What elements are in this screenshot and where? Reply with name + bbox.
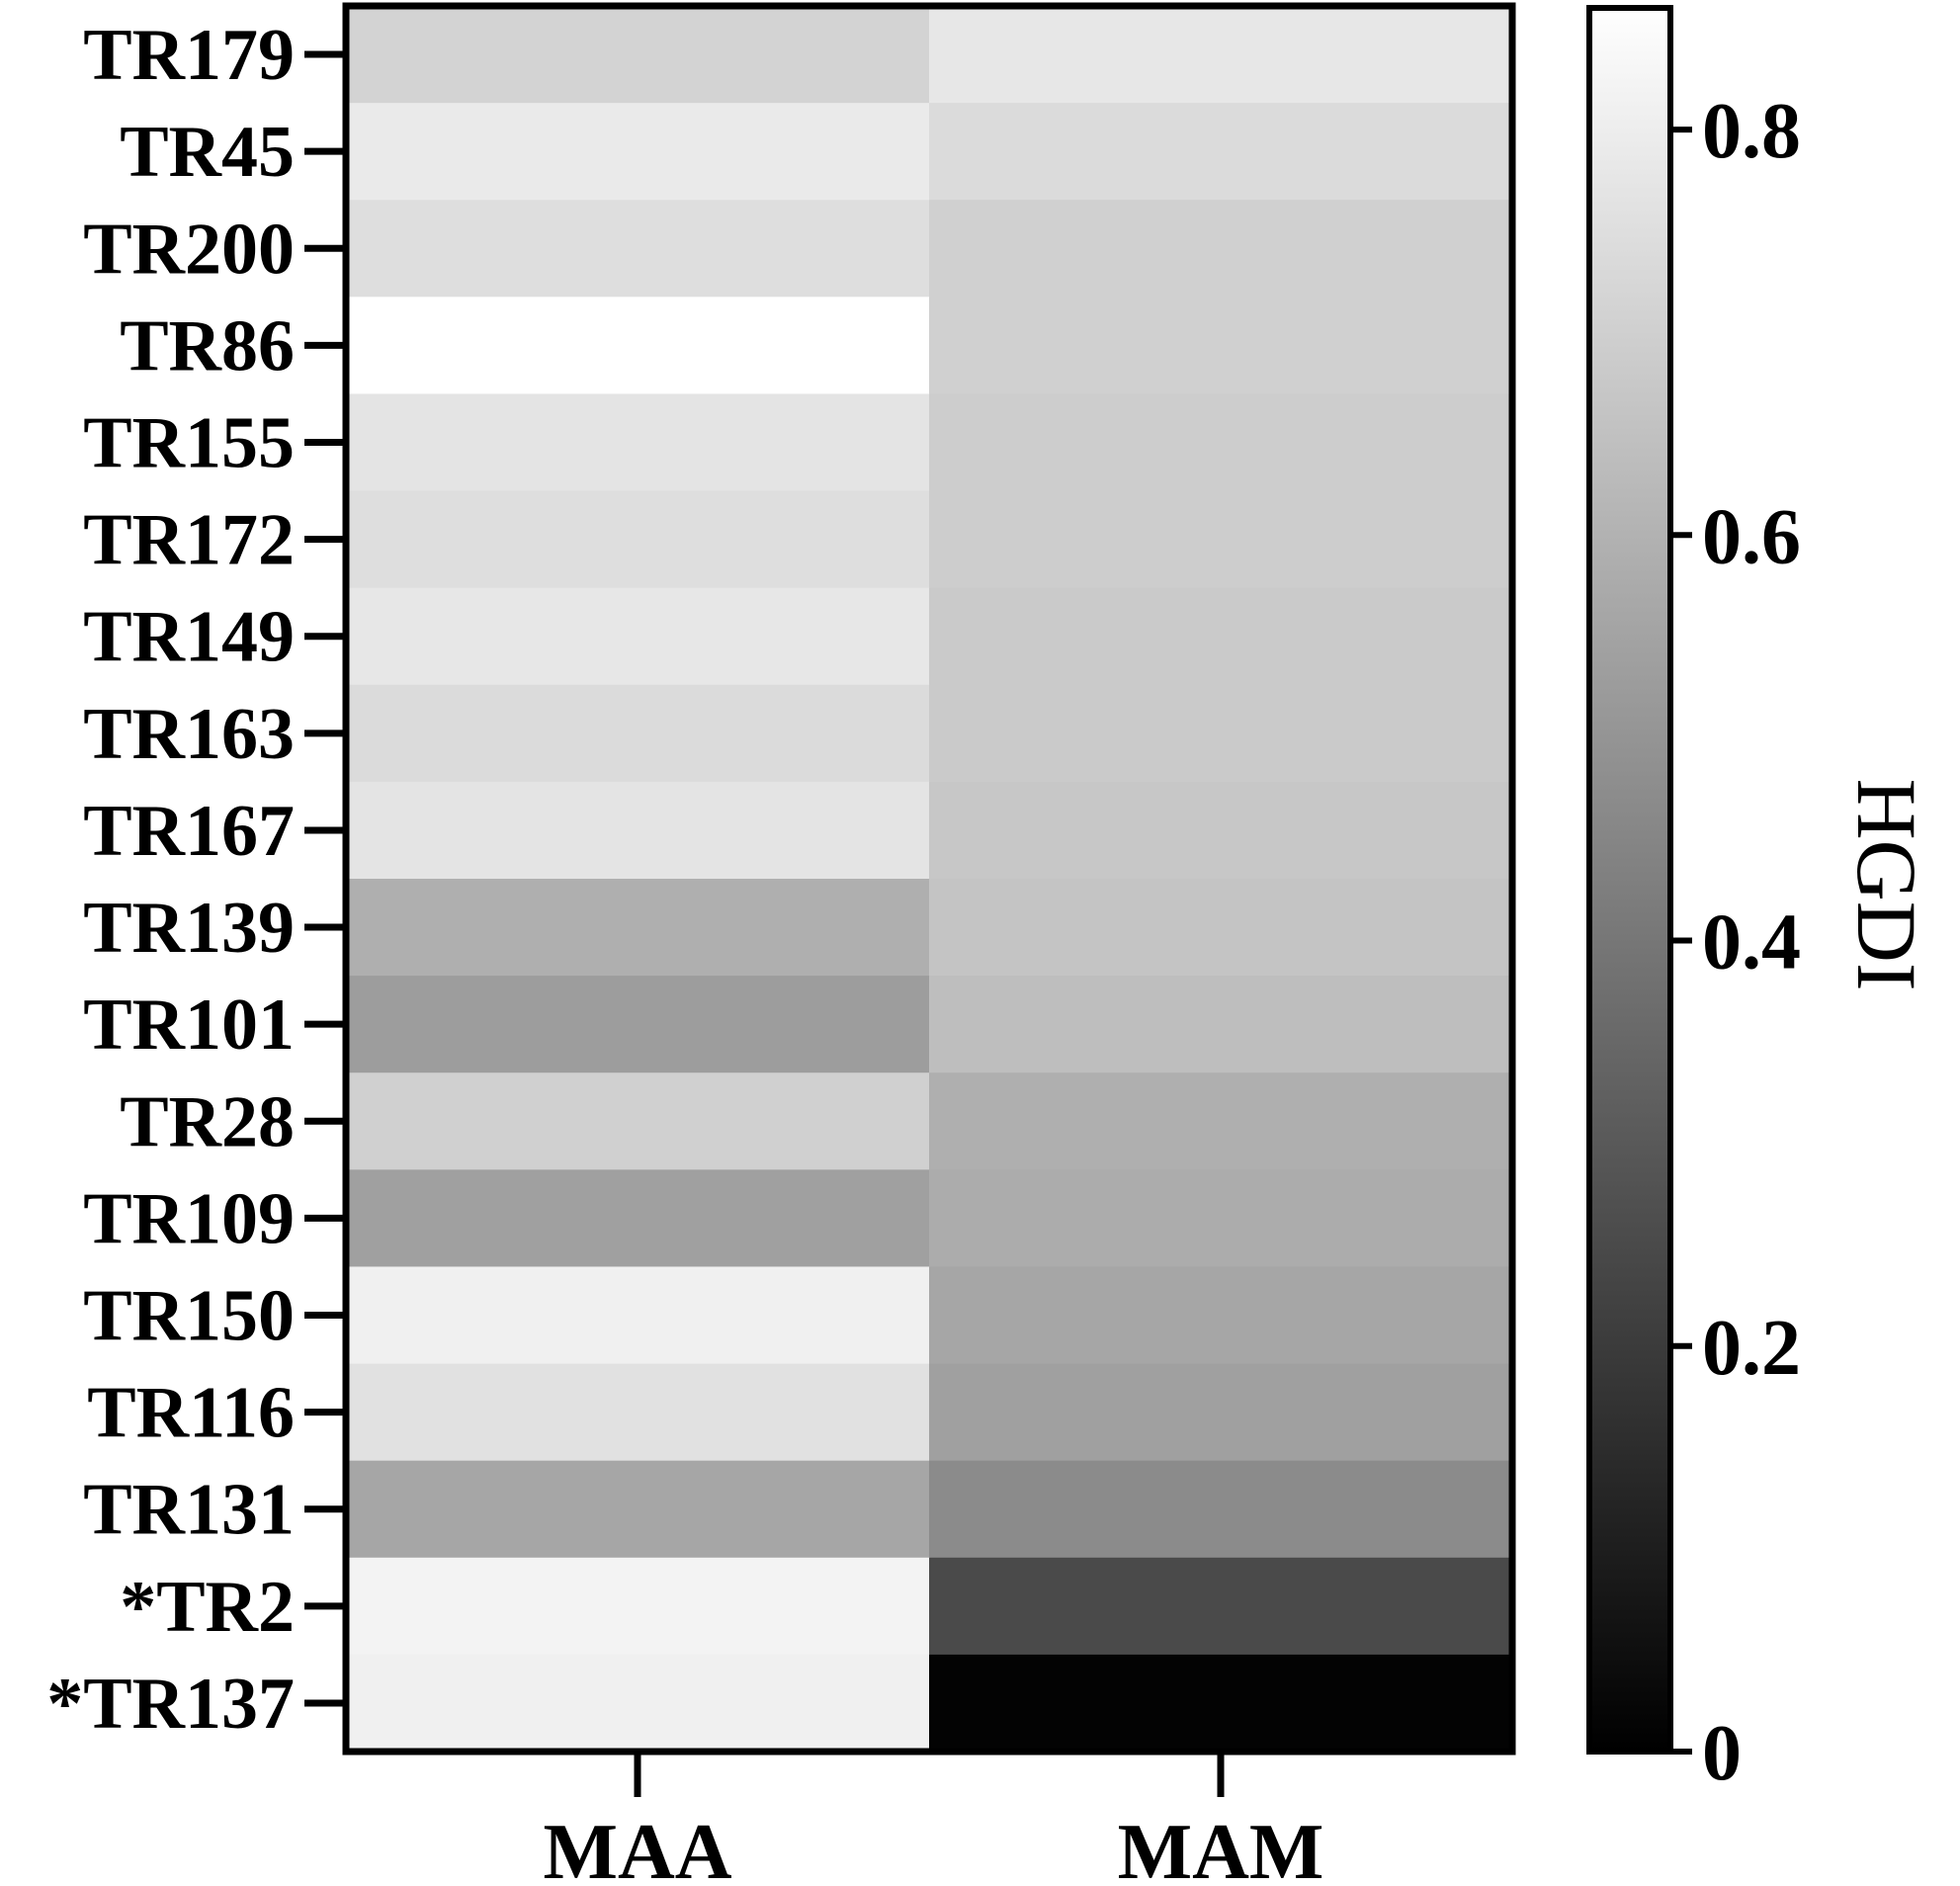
row-label: TR28 (120, 1081, 295, 1162)
heatmap-cell-tr155-mam (929, 393, 1513, 492)
heatmap-cell-tr179-maa (346, 6, 930, 104)
colorbar-label: HGDI (1839, 779, 1934, 991)
heatmap-cell-tr131-mam (929, 1460, 1513, 1559)
column-label: MAM (1118, 1809, 1324, 1886)
heatmap-cell-tr155-maa (346, 393, 930, 492)
heatmap-cell-tr179-mam (929, 6, 1513, 104)
heatmap-cells (346, 6, 1513, 1753)
colorbar-tick-label: 0.8 (1702, 88, 1801, 175)
heatmap-cell-tr28-mam (929, 1072, 1513, 1170)
heatmap-cell-tr200-maa (346, 200, 930, 298)
row-label: TR150 (83, 1276, 295, 1357)
heatmap-cell-tr101-mam (929, 976, 1513, 1073)
heatmap-cell-star-tr137-mam (929, 1654, 1513, 1753)
row-label: TR200 (83, 209, 295, 290)
heatmap-cell-tr116-maa (346, 1363, 930, 1462)
row-label: TR149 (83, 597, 295, 678)
heatmap-cell-tr45-maa (346, 103, 930, 201)
heatmap-cell-tr167-mam (929, 781, 1513, 880)
heatmap-cell-tr45-mam (929, 103, 1513, 201)
row-label: TR167 (83, 791, 295, 872)
heatmap-cell-tr172-maa (346, 490, 930, 589)
heatmap-cell-tr86-maa (346, 297, 930, 395)
row-label: TR179 (83, 15, 295, 96)
row-label: TR139 (83, 888, 295, 969)
heatmap-cell-tr109-maa (346, 1169, 930, 1268)
heatmap-cell-tr131-maa (346, 1460, 930, 1559)
heatmap-cell-star-tr2-maa (346, 1557, 930, 1656)
heatmap-cell-tr200-mam (929, 200, 1513, 298)
row-axis: TR179 TR45 TR200 TR86 TR155 TR172 TR149 TR163 TR… (46, 15, 343, 1745)
colorbar-tick-label: 0 (1702, 1710, 1742, 1797)
heatmap-cell-tr167-maa (346, 781, 930, 880)
row-label: TR101 (83, 985, 295, 1066)
heatmap-cell-star-tr2-mam (929, 1557, 1513, 1656)
row-label: TR116 (87, 1373, 295, 1454)
heatmap-cell-tr150-maa (346, 1266, 930, 1365)
column-label: MAA (543, 1809, 731, 1886)
heatmap-cell-tr86-mam (929, 297, 1513, 395)
row-label: *TR137 (46, 1664, 295, 1745)
plot-frame (342, 2, 1516, 1756)
column-axis: MAA MAM (543, 1755, 1323, 1886)
heatmap-cell-tr163-maa (346, 684, 930, 783)
heatmap-cell-tr150-mam (929, 1266, 1513, 1365)
heatmap-cell-tr101-maa (346, 976, 930, 1073)
heatmap-cell-tr28-maa (346, 1072, 930, 1170)
heatmap-cell-tr172-mam (929, 490, 1513, 589)
colorbar-axis: 0 0.2 0.4 0.6 0.8 (1670, 88, 1801, 1797)
heatmap-cell-tr149-mam (929, 587, 1513, 686)
colorbar (1586, 5, 1673, 1755)
row-label: TR172 (83, 500, 295, 581)
row-label: TR109 (83, 1178, 295, 1259)
heatmap-cell-star-tr137-maa (346, 1654, 930, 1753)
heatmap-cell-tr149-maa (346, 587, 930, 686)
row-label: TR155 (83, 403, 295, 484)
heatmap-cell-tr163-mam (929, 684, 1513, 783)
heatmap-cell-tr109-mam (929, 1169, 1513, 1268)
row-label: TR86 (120, 305, 295, 386)
colorbar-tick-label: 0.4 (1702, 900, 1801, 986)
colorbar-tick-label: 0.2 (1702, 1305, 1801, 1392)
row-label: TR131 (83, 1470, 295, 1551)
row-label: TR45 (120, 112, 295, 193)
row-label: *TR2 (120, 1567, 295, 1648)
colorbar-tick-label: 0.6 (1702, 493, 1801, 580)
heatmap-cell-tr139-maa (346, 879, 930, 977)
heatmap-cell-tr139-mam (929, 879, 1513, 977)
heatmap-cell-tr116-mam (929, 1363, 1513, 1462)
row-label: TR163 (83, 694, 295, 775)
